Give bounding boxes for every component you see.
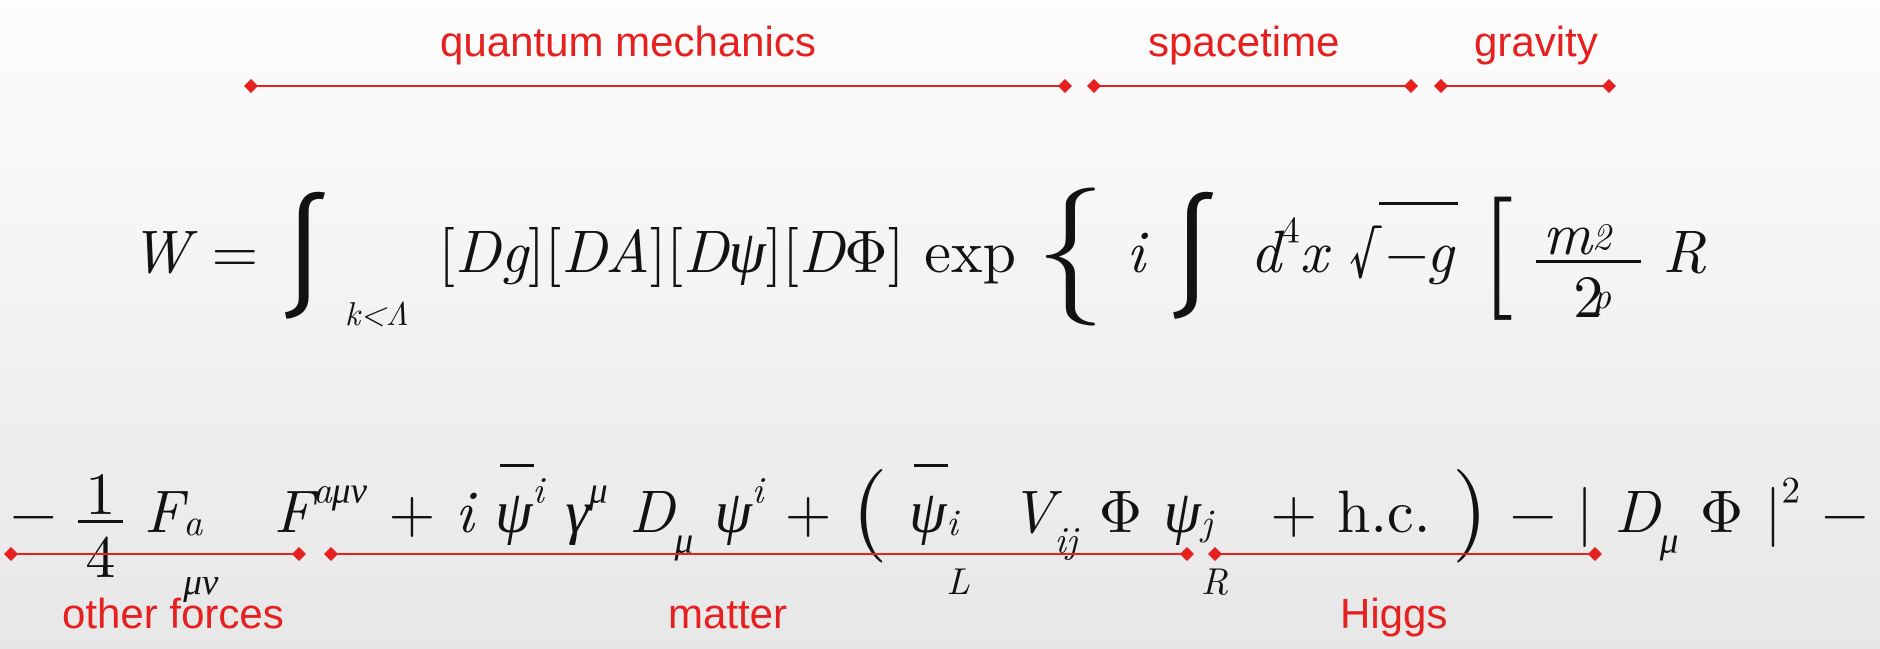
annotation-label-spacetime: spacetime (1148, 18, 1339, 66)
surd-icon: √ (1349, 202, 1379, 291)
annotation-line-forces (10, 553, 300, 555)
annotation-label-gravity: gravity (1474, 18, 1598, 66)
Vij-V: V (1010, 465, 1055, 550)
psibar1-sup: i (532, 460, 543, 513)
equation-figure: W = ∫ k<Λ [Dg][DA][Dψ][DΦ] exp { i ∫ d4x… (0, 0, 1880, 649)
psiR-sup: j (1201, 493, 1212, 546)
psi-R: ψ (1164, 465, 1201, 550)
annotation-line-matter (330, 553, 1188, 555)
F1: Faμν (144, 465, 274, 550)
abs-sup: 2 (1781, 460, 1800, 513)
frac-num-sub: p (1592, 274, 1611, 311)
annotation-label-forces: other forces (62, 590, 284, 638)
annotation-line-spacetime (1093, 85, 1412, 87)
abs-l: | (1576, 465, 1593, 550)
F2: Faμν (274, 465, 389, 550)
psibar-L: ψ (909, 465, 946, 550)
psi-i: ψi (715, 465, 764, 550)
psibarL-psi: ψ (909, 465, 946, 550)
sym-W: W (130, 205, 190, 290)
annotation-line-higgs (1214, 553, 1596, 555)
minus-3: − (1821, 465, 1880, 550)
equation-line-1: W = ∫ k<Λ [Dg][DA][Dψ][DΦ] exp { i ∫ d4x… (130, 200, 1706, 323)
F2-base: F (274, 465, 313, 550)
plus-1: + (389, 465, 456, 550)
integral-1-limits: k<Λ (345, 288, 409, 335)
Dmu2-sub: μ (1660, 510, 1679, 563)
sym-i: i (1126, 205, 1166, 290)
F2-sup: aμν (313, 460, 367, 513)
sqrt-minus-g: √−g (1349, 202, 1458, 291)
plus-hc: + (1270, 465, 1337, 550)
annotation-label-qm: quantum mechanics (440, 18, 816, 66)
psibarL-sub: L (946, 552, 969, 605)
minus-1: − (10, 465, 57, 550)
frac14-den: 4 (78, 520, 122, 583)
psi: ψ (715, 465, 752, 550)
Phi-2: Φ (1700, 465, 1743, 550)
V-ij: Vij (1010, 465, 1077, 550)
hc: h.c. (1337, 465, 1430, 550)
d4x: d4x (1241, 205, 1349, 290)
F1-sup: a (183, 493, 202, 546)
annotation-line-gravity (1440, 85, 1610, 87)
D-mu-1: Dμ (629, 465, 693, 550)
Phi-1: Φ (1099, 465, 1142, 550)
ricci-scalar-R: R (1662, 205, 1706, 290)
annotation-line-qm (250, 85, 1066, 87)
d4x-d: d (1250, 205, 1281, 290)
plus-2: + (785, 465, 852, 550)
abs-r: | (1765, 465, 1782, 550)
sym-equals: = (211, 205, 278, 290)
F1-base: F (144, 465, 183, 550)
psi-sup: i (752, 460, 763, 513)
gamma: γ (565, 465, 589, 550)
frac-1-4: 1 4 (78, 460, 122, 583)
frac-num-sup: 2 (1592, 215, 1611, 252)
psiR-psi: ψ (1164, 465, 1201, 550)
D-mu-2: Dμ (1614, 465, 1678, 550)
path-integral-measures: [Dg][DA][Dψ][DΦ] (438, 205, 924, 290)
equation-line-2: − 1 4 Faμν Faμν + i ψi γμ Dμ ψi + ( ψiL … (10, 460, 1880, 583)
d4x-sup: 4 (1281, 200, 1300, 253)
d4x-x: x (1300, 205, 1328, 290)
sqrt-arg: −g (1380, 205, 1454, 290)
psibar1-psi: ψ (495, 465, 532, 550)
annotation-label-higgs: Higgs (1340, 590, 1447, 638)
psibar-1: ψ (495, 465, 532, 550)
exp-symbol: exp (924, 205, 1036, 290)
gamma-sup: μ (589, 460, 608, 513)
annotation-label-matter: matter (668, 590, 787, 638)
frac-mp2-over-2: m2p 2 (1536, 200, 1641, 323)
i-2: i (455, 465, 473, 550)
gamma-mu: γμ (565, 465, 607, 550)
Dmu1-D: D (629, 465, 674, 550)
Dmu1-sub: μ (674, 510, 693, 563)
Dmu2-D: D (1614, 465, 1659, 550)
Vij-sub: ij (1054, 510, 1077, 563)
psibarL-sup: i (946, 493, 957, 546)
minus-2: − (1510, 465, 1577, 550)
